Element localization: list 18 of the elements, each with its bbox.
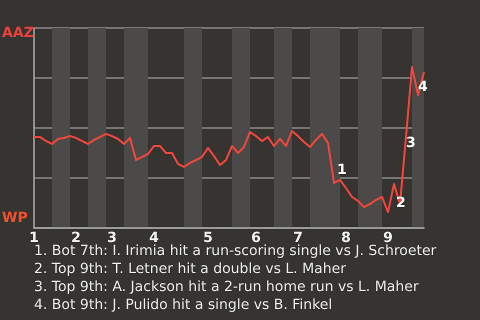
annotation: 1 bbox=[337, 162, 347, 178]
x-tick-label: 6 bbox=[251, 230, 261, 246]
text: 2. Top 9th: T. Letner hit a double vs L. Maher bbox=[34, 261, 346, 277]
text: 4. Bot 9th: J. Pulido hit a single vs B. Finkel bbox=[34, 297, 332, 313]
x-tick-label: 9 bbox=[383, 230, 393, 246]
text: AAZ bbox=[2, 25, 34, 41]
annotation: 3 bbox=[406, 135, 416, 151]
x-tick-label: 2 bbox=[71, 230, 81, 246]
x-tick-label: 8 bbox=[341, 230, 351, 246]
annotation: 2 bbox=[396, 195, 406, 211]
x-tick-label: 7 bbox=[293, 230, 303, 246]
text: WP bbox=[2, 210, 28, 226]
x-tick-label: 5 bbox=[203, 230, 213, 246]
text: 1. Bot 7th: I. Irimia hit a run-scoring single vs J. Schroeter bbox=[34, 243, 437, 259]
x-tick-label: 1 bbox=[29, 230, 39, 246]
x-tick-label: 4 bbox=[149, 230, 160, 246]
x-tick-label: 3 bbox=[107, 230, 117, 246]
text: 3. Top 9th: A. Jackson hit a 2-run home run vs L. Maher bbox=[34, 279, 419, 295]
